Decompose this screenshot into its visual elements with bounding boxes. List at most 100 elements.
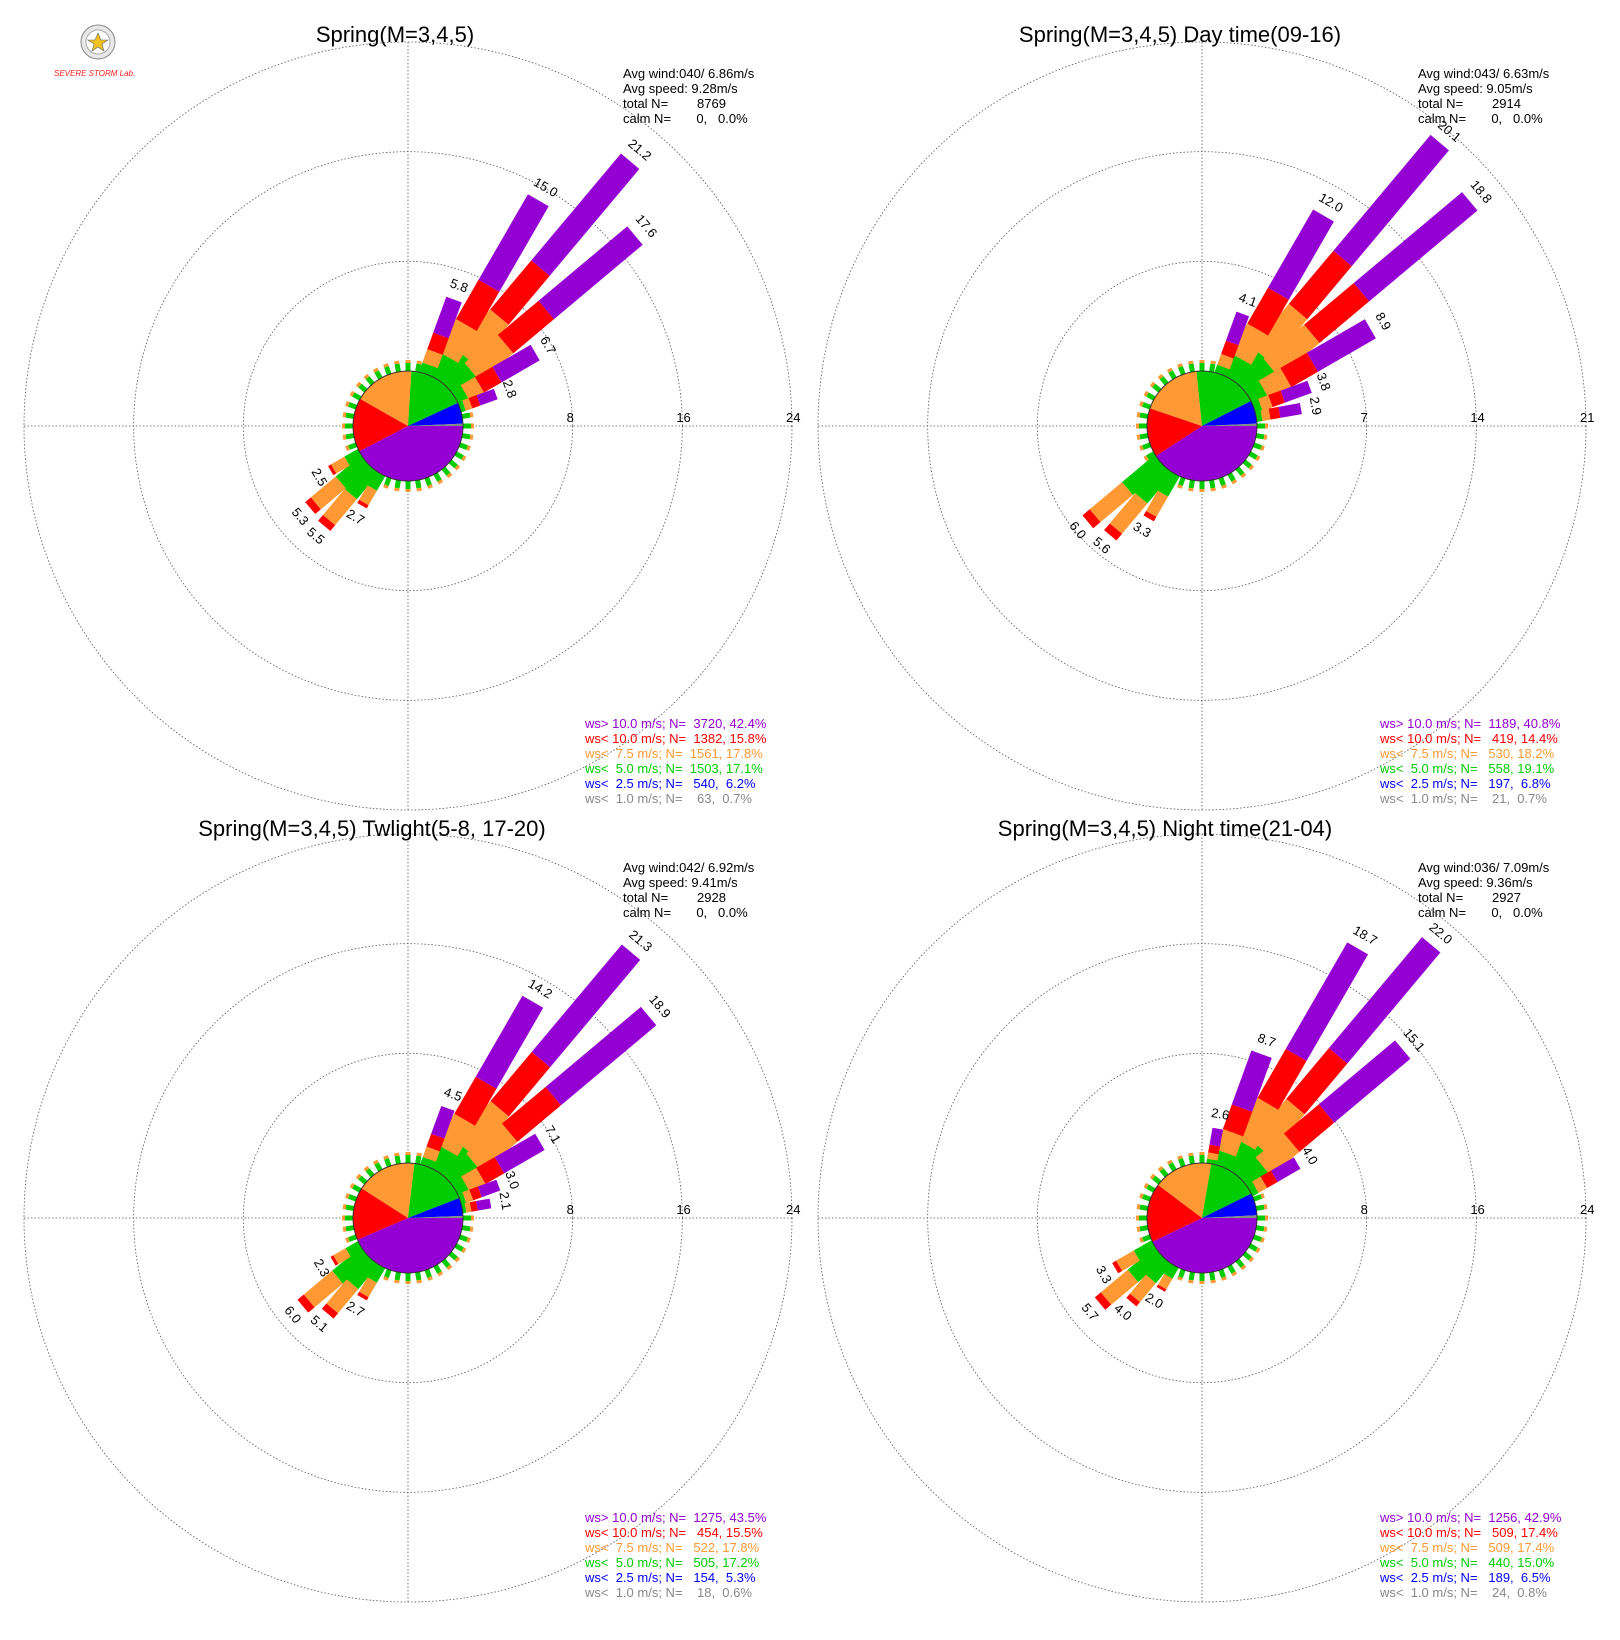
petal-segment: [1127, 1247, 1166, 1283]
pie-slice-lt10: [1147, 1184, 1202, 1242]
petal-value-label: 3.0: [502, 1169, 522, 1191]
minor-petal: [1136, 412, 1141, 418]
ring-tick-label: 7: [1361, 410, 1368, 425]
petal-segment: [469, 1186, 482, 1201]
minor-petal: [1141, 1194, 1152, 1202]
ring-tick-label: 16: [676, 1202, 690, 1217]
petal-value-label: 15.1: [1400, 1025, 1428, 1054]
minor-petal: [1136, 434, 1141, 440]
legend-entry-lt5: ws< 5.0 m/s; N= 1503, 17.1%: [584, 761, 763, 776]
minor-petal: [1143, 390, 1149, 397]
stats-line: Avg speed: 9.05m/s: [1418, 81, 1533, 96]
stats-line: Avg speed: 9.41m/s: [623, 875, 738, 890]
petal-segment: [442, 1153, 482, 1192]
minor-petal: [1231, 1271, 1238, 1277]
petal-segment: [1258, 395, 1273, 411]
pie-slice-lt75: [360, 371, 412, 426]
minor-petal: [355, 381, 362, 388]
minor-petal: [427, 484, 433, 489]
stats-line: total N= 2914: [1418, 96, 1521, 111]
petal-value-label: 5.8: [448, 275, 470, 295]
pie-slice-gt10: [1152, 1218, 1257, 1273]
petal-segment: [332, 1246, 372, 1284]
legend-entry-lt10: ws< 10.0 m/s; N= 419, 14.4%: [1379, 731, 1558, 746]
legend-entry-lt1: ws< 1.0 m/s; N= 21, 0.7%: [1379, 791, 1547, 806]
petal-segment: [1278, 403, 1302, 418]
minor-petal: [1177, 1276, 1183, 1281]
petal-segment: [1122, 454, 1166, 495]
petal-value-label: 2.6: [1210, 1105, 1230, 1123]
minor-petal: [1178, 1157, 1186, 1168]
petal-segment: [451, 385, 470, 407]
ring-tick-label: 16: [1470, 1202, 1484, 1217]
petal-segment: [497, 300, 554, 354]
petal-segment: [1109, 493, 1148, 534]
petal-segment: [461, 1167, 486, 1193]
pie-slice-gt10: [359, 426, 463, 482]
minor-petal: [416, 360, 422, 365]
petal-segment: [437, 318, 477, 363]
petal-value-label: 2.8: [500, 378, 520, 400]
petal-value-label: 14.2: [526, 976, 555, 1002]
petal-segment: [326, 1279, 359, 1314]
minor-petal: [1157, 373, 1164, 380]
minor-petal: [1248, 464, 1255, 471]
petal-value-label: 5.6: [1090, 534, 1113, 557]
minor-petal: [1139, 445, 1144, 451]
minor-petal: [1242, 459, 1252, 469]
pie-slice-lt10: [353, 1188, 408, 1240]
petal-segment: [457, 1192, 467, 1205]
minor-petal: [1141, 1234, 1152, 1242]
stats-line: Avg wind:036/ 7.09m/s: [1418, 860, 1550, 875]
pie-slice-lt1: [1202, 423, 1257, 426]
ring-tick-label: 14: [1470, 410, 1484, 425]
minor-petal: [1255, 1225, 1265, 1232]
legend-entry-gt10: ws> 10.0 m/s; N= 1189, 40.8%: [1379, 716, 1561, 731]
petal-segment: [1133, 1240, 1158, 1261]
petal-value-label: 5.1: [308, 1312, 331, 1335]
minor-petal: [345, 445, 350, 451]
minor-petal: [1177, 363, 1183, 368]
minor-petal: [1168, 370, 1177, 380]
minor-petal: [394, 1279, 400, 1284]
minor-petal: [1188, 1279, 1194, 1284]
pie-slice-lt5: [408, 371, 458, 426]
petal-segment: [455, 279, 500, 331]
petal-segment: [1126, 1293, 1140, 1307]
petal-segment: [1089, 482, 1133, 523]
petal-value-label: 5.7: [1079, 1300, 1102, 1323]
stats-line: calm N= 0, 0.0%: [623, 111, 748, 126]
petal-segment: [367, 470, 386, 491]
petal-segment: [478, 194, 549, 292]
minor-petal: [424, 1268, 432, 1279]
petal-segment: [1230, 323, 1269, 365]
minor-petal: [448, 459, 458, 469]
minor-petal: [1141, 402, 1152, 410]
ring-tick-label: 24: [786, 410, 800, 425]
minor-petal: [1178, 1268, 1186, 1279]
petal-segment: [1286, 1048, 1348, 1115]
petal-segment: [462, 1189, 474, 1203]
minor-petal: [394, 1271, 401, 1281]
petal-value-label: 22.0: [1426, 919, 1455, 947]
petal-segment: [1206, 1158, 1218, 1165]
minor-petal: [1248, 1256, 1255, 1263]
minor-petal: [372, 1159, 379, 1165]
petal-value-label: 17.6: [633, 211, 661, 240]
petal-segment: [1280, 380, 1312, 403]
logo-text: SEVERE STORM Lab.: [54, 69, 135, 78]
minor-petal: [383, 363, 389, 368]
legend-entry-lt10: ws< 10.0 m/s; N= 454, 15.5%: [584, 1525, 763, 1540]
legend-entry-lt75: ws< 7.5 m/s; N= 522, 17.8%: [584, 1540, 760, 1555]
minor-petal: [383, 1276, 389, 1281]
minor-petal: [1149, 1173, 1156, 1180]
pie-slice-gt10: [357, 1218, 463, 1273]
petal-segment: [330, 1255, 339, 1266]
petal-segment: [328, 464, 337, 476]
petal-segment: [474, 366, 502, 393]
petal-segment: [1353, 192, 1478, 302]
minor-petal: [1136, 1226, 1141, 1232]
legend-entry-lt25: ws< 2.5 m/s; N= 540, 6.2%: [584, 776, 756, 791]
petal-value-label: 6.0: [1066, 518, 1089, 541]
